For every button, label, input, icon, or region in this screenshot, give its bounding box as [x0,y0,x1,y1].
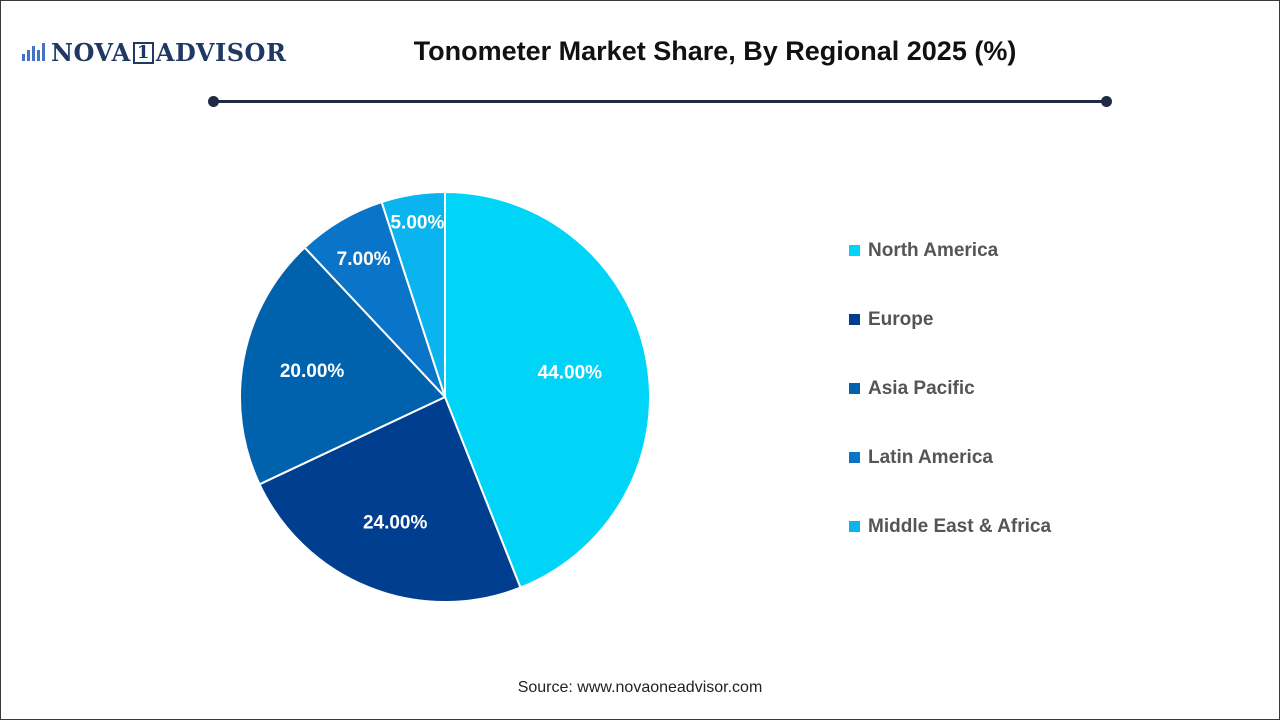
legend-label: Europe [868,308,934,330]
legend-swatch [849,452,860,463]
chart-title: Tonometer Market Share, By Regional 2025… [413,36,1017,66]
pie-slice-asia-pacific [239,246,447,486]
legend-label: Latin America [868,446,993,468]
legend-item: Europe [849,307,1051,332]
legend-item: Latin America [849,445,1051,470]
slice-value-label: 5.00% [390,212,444,233]
legend-swatch [849,521,860,532]
slice-value-label: 7.00% [337,249,391,270]
bar-chart-icon [22,38,48,67]
divider-dot-right [1101,96,1112,107]
legend-item: Middle East & Africa [849,514,1051,539]
source-note: Source: www.novaoneadvisor.com [517,679,763,696]
slice-value-label: 44.00% [538,363,603,384]
legend-swatch [849,383,860,394]
legend-item: Asia Pacific [849,376,1051,401]
nova-advisor-logo: NOVA 1 ADVISOR [22,38,286,67]
legend-item: North America [849,238,1051,263]
legend-label: Asia Pacific [868,377,975,399]
legend-label: Middle East & Africa [868,515,1052,537]
slice-value-label: 24.00% [363,512,428,533]
chart-legend: North America Europe Asia Pacific Latin Ame… [849,238,1051,583]
pie-slice-europe [258,395,522,603]
legend-swatch [849,314,860,325]
legend-label: North America [868,239,999,261]
logo-text-advisor: ADVISOR [155,38,287,67]
pie-slice-north-america [444,190,651,589]
legend-swatch [849,245,860,256]
pie-chart: 44.00% 24.00% 20.00% 7.00% 5.00% [239,190,651,603]
logo-text-nova: NOVA [51,38,131,67]
title-divider [213,100,1107,103]
logo-text-one: 1 [132,41,154,64]
pie-slice-middle-east-africa [380,190,446,398]
slice-value-label: 20.00% [280,361,345,382]
divider-dot-left [208,96,219,107]
